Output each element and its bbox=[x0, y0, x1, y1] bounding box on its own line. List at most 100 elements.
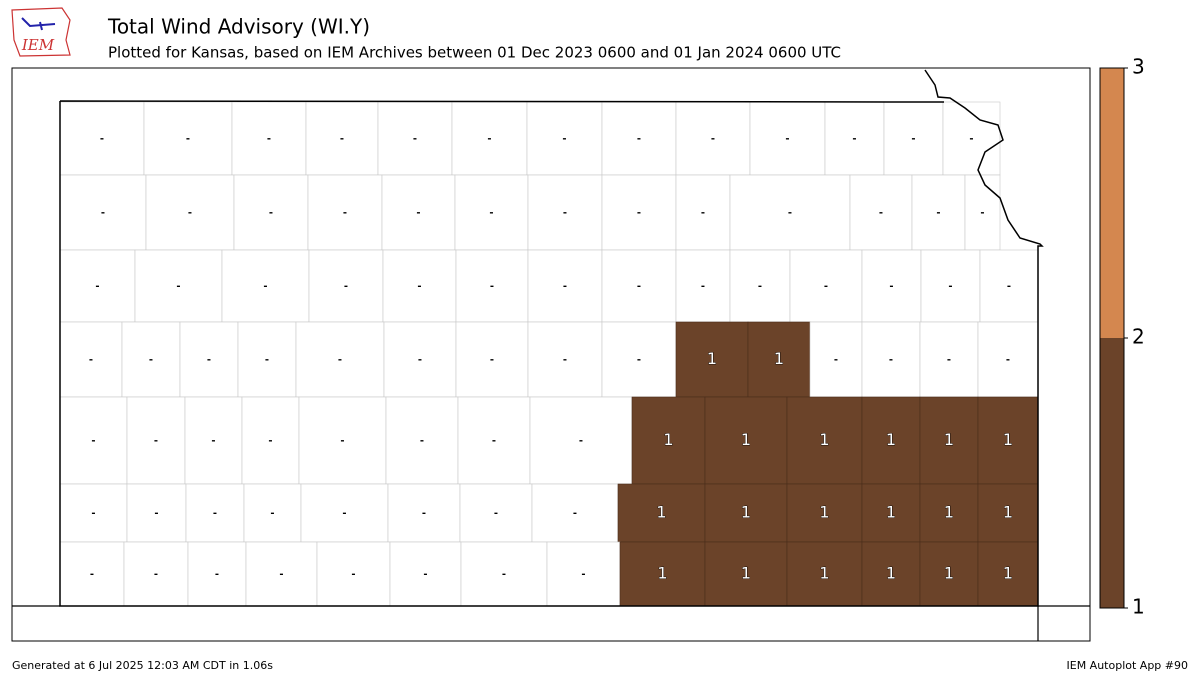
county-label: - bbox=[100, 134, 104, 145]
county bbox=[977, 483, 1039, 543]
county bbox=[387, 483, 461, 543]
map-subtitle: Plotted for Kansas, based on IEM Archive… bbox=[108, 44, 841, 62]
county-label: - bbox=[176, 281, 180, 292]
county-label: - bbox=[90, 569, 94, 580]
county bbox=[381, 174, 456, 251]
county-label: - bbox=[637, 134, 641, 145]
county-label: - bbox=[267, 134, 271, 145]
county-label: - bbox=[948, 281, 952, 292]
county-label: - bbox=[279, 569, 283, 580]
county bbox=[126, 396, 186, 485]
county-label: - bbox=[637, 355, 641, 366]
county bbox=[295, 321, 385, 398]
footer-right: IEM Autoplot App #90 bbox=[1067, 659, 1189, 672]
county bbox=[849, 174, 913, 251]
county-label: - bbox=[351, 569, 355, 580]
county-label: - bbox=[420, 436, 424, 447]
county-label: - bbox=[490, 355, 494, 366]
county bbox=[121, 321, 181, 398]
county bbox=[977, 541, 1039, 607]
county bbox=[59, 249, 136, 323]
county-label: - bbox=[101, 208, 105, 219]
county-label: - bbox=[154, 569, 158, 580]
county-label: - bbox=[188, 208, 192, 219]
county bbox=[529, 396, 633, 485]
colorbar-tick-label: 2 bbox=[1132, 325, 1145, 349]
county bbox=[454, 174, 529, 251]
county-label: - bbox=[207, 355, 211, 366]
map-title: Total Wind Advisory (WI.Y) bbox=[107, 15, 370, 39]
county-label: 1 bbox=[707, 349, 717, 368]
county-label: 1 bbox=[819, 503, 829, 522]
county-label: - bbox=[788, 208, 792, 219]
county-label: - bbox=[563, 208, 567, 219]
county-label: - bbox=[911, 134, 915, 145]
county bbox=[455, 321, 529, 398]
county bbox=[729, 249, 791, 323]
county-label: - bbox=[889, 281, 893, 292]
county-label: - bbox=[562, 134, 566, 145]
state-border bbox=[59, 69, 1044, 607]
county-label: - bbox=[211, 436, 215, 447]
county-label: - bbox=[417, 281, 421, 292]
county bbox=[675, 321, 749, 398]
county bbox=[786, 541, 863, 607]
county-label: - bbox=[637, 281, 641, 292]
county-label: - bbox=[215, 569, 219, 580]
county-label: - bbox=[758, 281, 762, 292]
county bbox=[911, 174, 966, 251]
county bbox=[184, 396, 243, 485]
county bbox=[619, 541, 706, 607]
county-label: - bbox=[785, 134, 789, 145]
county-label: 1 bbox=[944, 430, 954, 449]
county-label: - bbox=[340, 134, 344, 145]
county-label: - bbox=[494, 508, 498, 519]
county-label: - bbox=[852, 134, 856, 145]
county bbox=[298, 396, 387, 485]
county bbox=[382, 249, 457, 323]
county bbox=[243, 483, 302, 543]
county bbox=[123, 541, 189, 607]
county-label: - bbox=[824, 281, 828, 292]
county-label: 1 bbox=[1003, 430, 1013, 449]
county bbox=[546, 541, 621, 607]
colorbar-bin bbox=[1100, 68, 1124, 338]
county bbox=[861, 541, 921, 607]
county-label: 1 bbox=[944, 564, 954, 583]
county-label: 1 bbox=[741, 430, 751, 449]
county-label: - bbox=[342, 508, 346, 519]
county-label: - bbox=[980, 208, 984, 219]
county-label: - bbox=[413, 134, 417, 145]
county bbox=[59, 396, 128, 485]
county-label: - bbox=[263, 281, 267, 292]
county bbox=[126, 483, 187, 543]
footer-left: Generated at 6 Jul 2025 12:03 AM CDT in … bbox=[12, 659, 273, 672]
county bbox=[187, 541, 247, 607]
county-label: - bbox=[490, 281, 494, 292]
county-label: 1 bbox=[886, 503, 896, 522]
county-label: - bbox=[186, 134, 190, 145]
county bbox=[233, 174, 309, 251]
county-label: - bbox=[879, 208, 883, 219]
county bbox=[385, 396, 459, 485]
county bbox=[185, 483, 245, 543]
county-label: - bbox=[701, 208, 705, 219]
county-label: - bbox=[1006, 355, 1010, 366]
county-label: 1 bbox=[741, 503, 751, 522]
county-label: - bbox=[343, 208, 347, 219]
county bbox=[675, 249, 731, 323]
county bbox=[59, 541, 125, 607]
county-label: - bbox=[418, 355, 422, 366]
county-label: - bbox=[947, 355, 951, 366]
county bbox=[617, 483, 706, 543]
county bbox=[601, 249, 677, 323]
counties: - - - - - - - - - - - - - - - - - - - - - - - - - - - - - - - - - - - - - - - -… bbox=[59, 101, 1039, 607]
county bbox=[527, 249, 603, 323]
county-label: - bbox=[265, 355, 269, 366]
county-label: - bbox=[1007, 281, 1011, 292]
county-label: - bbox=[340, 436, 344, 447]
county-label: - bbox=[711, 134, 715, 145]
county bbox=[145, 174, 235, 251]
county-label: - bbox=[344, 281, 348, 292]
